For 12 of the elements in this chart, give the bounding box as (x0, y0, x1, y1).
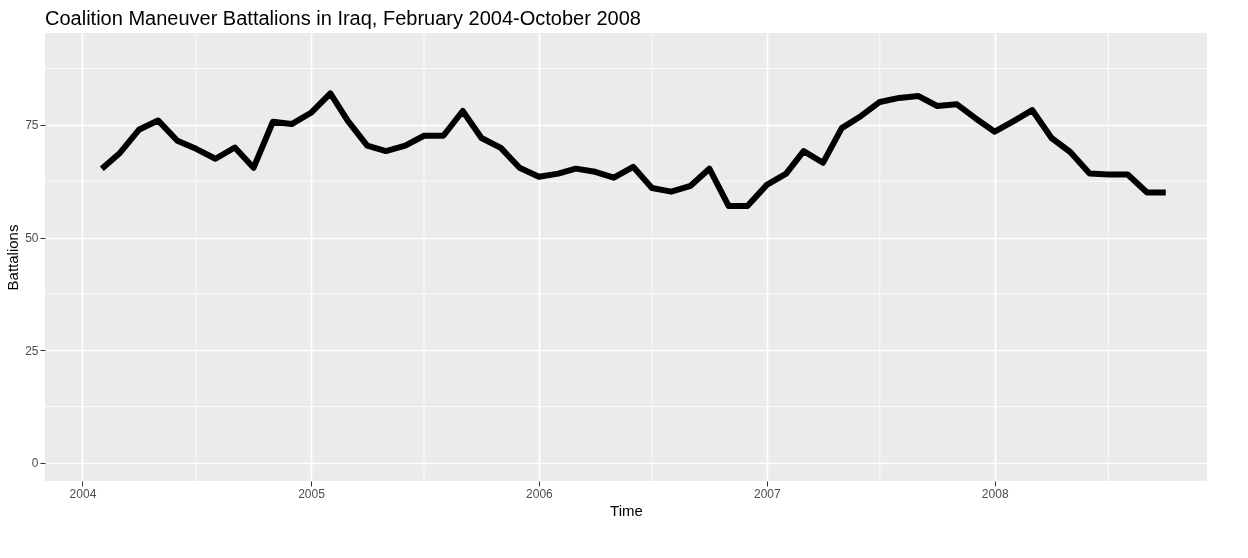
y-axis-title: Battalions (4, 224, 22, 291)
x-tick-label: 2007 (753, 486, 781, 501)
y-tick-label: 25 (25, 343, 39, 358)
x-tick-label: 2005 (298, 486, 326, 501)
x-axis-title: Time (610, 501, 643, 519)
y-tick-label: 0 (31, 456, 39, 471)
x-tick-label: 2008 (981, 486, 1009, 501)
y-tick-label: 50 (25, 231, 39, 246)
x-tick-label: 2004 (69, 486, 97, 501)
y-tick-label: 75 (25, 118, 39, 133)
chart-title: Coalition Maneuver Battalions in Iraq, February 2004-October 2008 (45, 6, 641, 29)
x-tick-label: 2006 (526, 486, 554, 501)
